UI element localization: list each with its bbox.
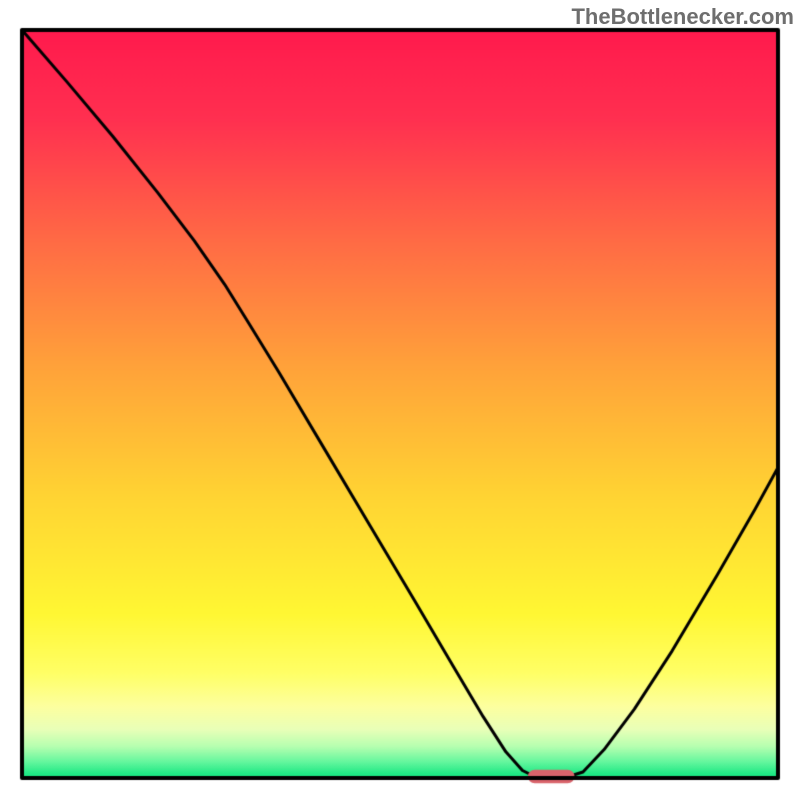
- chart-container: TheBottlenecker.com: [0, 0, 800, 800]
- bottleneck-gradient-chart: [0, 0, 800, 800]
